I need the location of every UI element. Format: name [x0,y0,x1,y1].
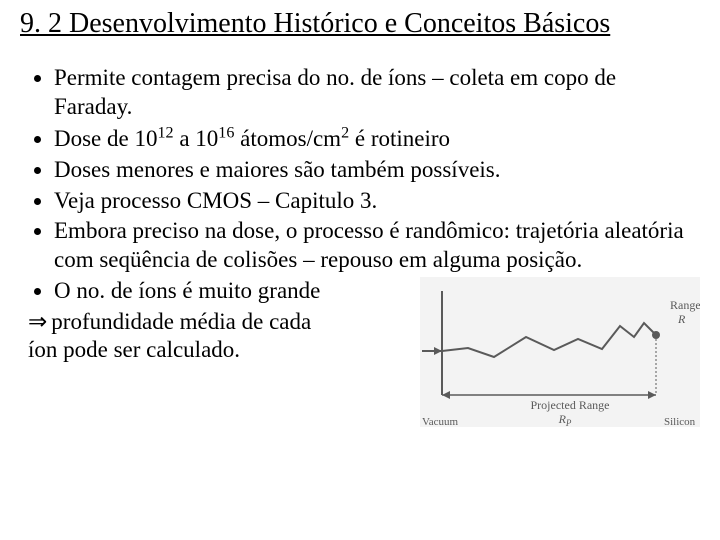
slide-title: 9. 2 Desenvolvimento Histórico e Conceit… [20,8,700,40]
bullet-list-upper: Permite contagem precisa do no. de íons … [20,64,700,275]
double-arrow-icon: ⇒ [28,309,51,334]
label-silicon: Silicon [664,416,696,427]
bullet-item: Doses menores e maiores são também possí… [54,156,700,185]
trajectory-svg: Range R Projected Range RP Vacuum Silico… [420,277,700,427]
bullet-item: Permite contagem precisa do no. de íons … [54,64,700,122]
bullet-item: Veja processo CMOS – Capitulo 3. [54,187,700,216]
implication-line-1: ⇒profundidade média de cada [20,308,414,337]
bullet-item: Dose de 1012 a 1016 átomos/cm2 é rotinei… [54,124,700,154]
trajectory-figure: Range R Projected Range RP Vacuum Silico… [420,277,700,427]
bullet-item: Embora preciso na dose, o processo é ran… [54,217,700,275]
label-range-symbol: R [677,312,686,326]
slide-root: 9. 2 Desenvolvimento Histórico e Conceit… [0,0,720,540]
implication-line-2: íon pode ser calculado. [20,336,414,365]
label-range: Range [670,298,700,312]
label-vacuum: Vacuum [422,416,458,427]
lower-row: O no. de íons é muito grande ⇒profundida… [20,277,700,427]
bullet-item: O no. de íons é muito grande [54,277,414,306]
label-projected-range: Projected Range [531,398,610,412]
bullet-list-last: O no. de íons é muito grande [20,277,414,306]
lower-text-block: O no. de íons é muito grande ⇒profundida… [20,277,420,365]
